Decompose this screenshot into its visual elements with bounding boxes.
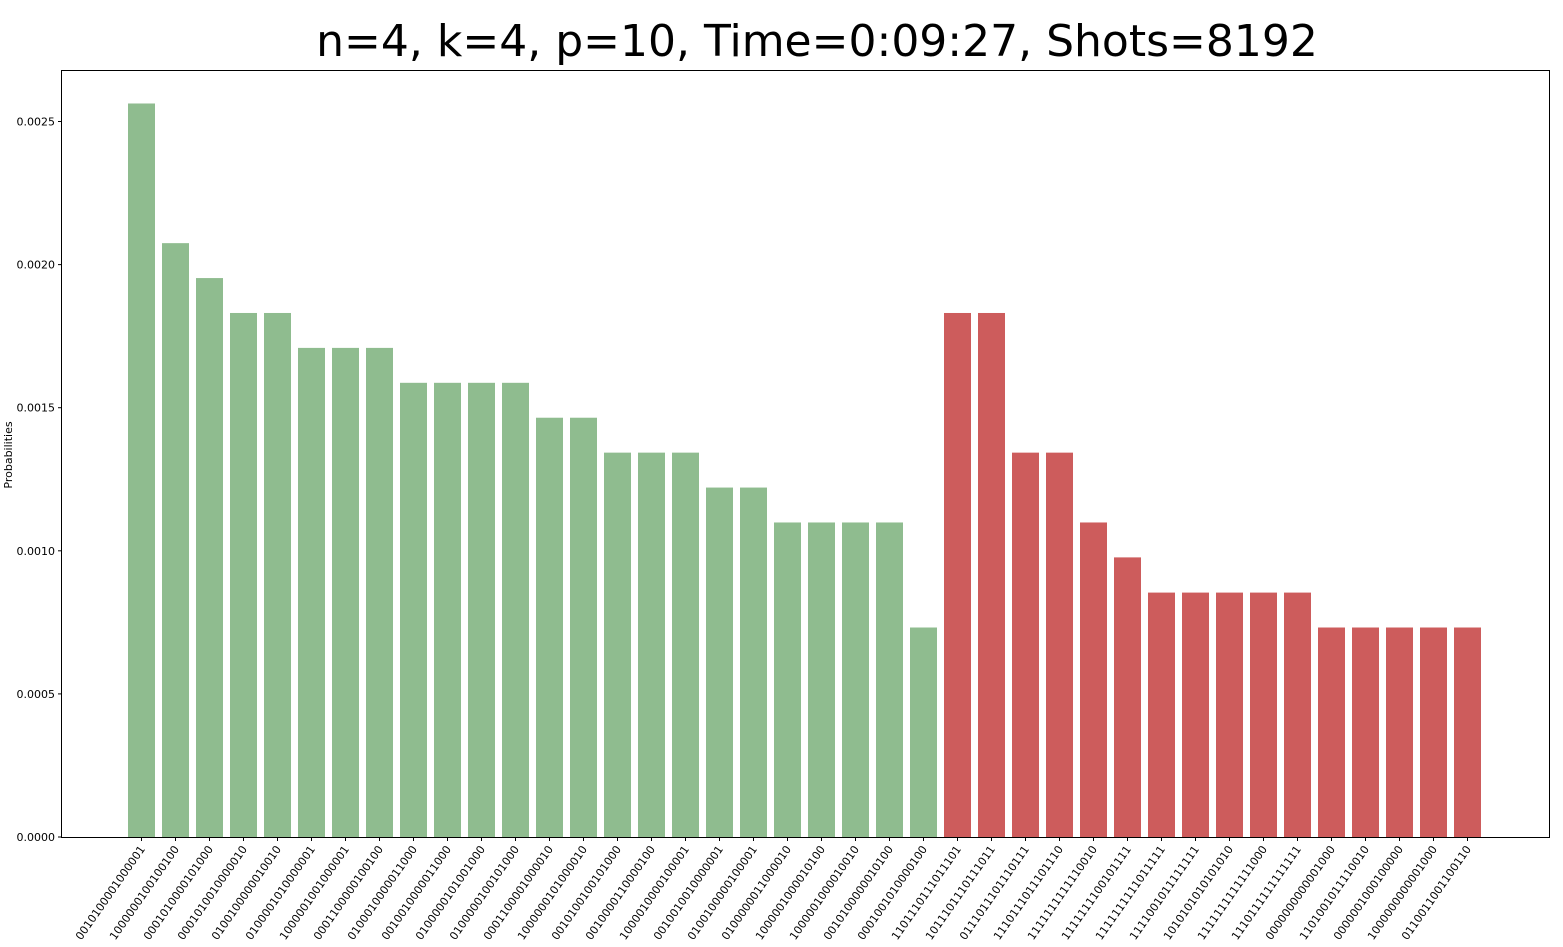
bar — [434, 382, 461, 837]
bar — [536, 417, 563, 837]
bar — [298, 347, 325, 837]
bar — [196, 278, 223, 837]
chart-title: n=4, k=4, p=10, Time=0:09:27, Shots=8192 — [316, 16, 1318, 67]
bar — [1182, 592, 1209, 837]
bars-group — [128, 103, 1481, 838]
y-tick-label: 0.0020 — [17, 259, 56, 272]
bar — [842, 522, 869, 837]
bar — [1386, 627, 1413, 837]
bar — [910, 627, 937, 837]
bar — [944, 312, 971, 837]
bar — [1250, 592, 1277, 837]
y-tick-label: 0.0005 — [17, 688, 56, 701]
bar — [1114, 557, 1141, 837]
bar — [1216, 592, 1243, 837]
bar — [706, 487, 733, 837]
bar — [1454, 627, 1481, 837]
y-axis: 0.0000 0.0005 0.0010 0.0015 0.0020 0.0025 — [17, 116, 62, 844]
bar — [1046, 452, 1073, 837]
bar — [400, 382, 427, 837]
bar — [468, 382, 495, 837]
bar — [1284, 592, 1311, 837]
plot-frame — [61, 70, 1550, 838]
bar — [774, 522, 801, 837]
bar — [1318, 627, 1345, 837]
bar — [332, 347, 359, 837]
bar — [366, 347, 393, 837]
x-axis: 0010100001000001100000010010010000010100… — [73, 837, 1474, 942]
bar — [672, 452, 699, 837]
bar — [230, 312, 257, 837]
y-tick-label: 0.0000 — [17, 831, 56, 844]
bar — [1352, 627, 1379, 837]
bar — [1012, 452, 1039, 837]
y-tick-label: 0.0015 — [17, 402, 56, 415]
bar — [876, 522, 903, 837]
bar — [1420, 627, 1447, 837]
bar — [978, 312, 1005, 837]
y-axis-label: Probabilities — [2, 421, 15, 488]
bar — [162, 243, 189, 837]
bar — [502, 382, 529, 837]
bar — [1080, 522, 1107, 837]
bar — [604, 452, 631, 837]
bar — [264, 312, 291, 837]
bar — [570, 417, 597, 837]
y-tick-label: 0.0010 — [17, 545, 56, 558]
bar — [638, 452, 665, 837]
bar — [1148, 592, 1175, 837]
bar — [128, 103, 155, 838]
y-tick-label: 0.0025 — [17, 116, 56, 129]
bar — [740, 487, 767, 837]
bar — [808, 522, 835, 837]
